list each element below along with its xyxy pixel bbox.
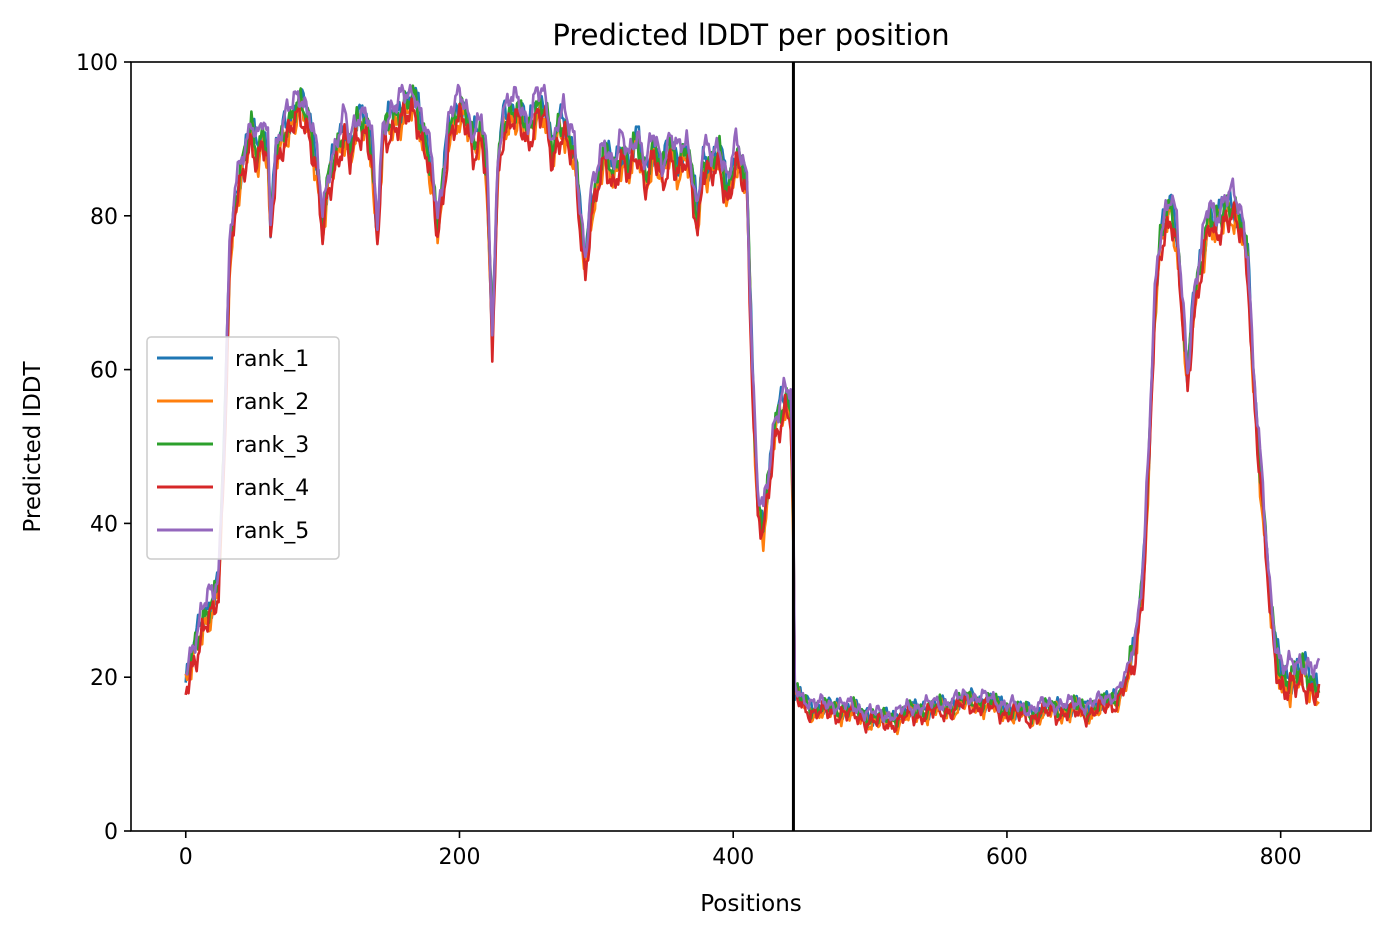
x-tick-label: 400 — [712, 845, 754, 870]
x-axis-label: Positions — [700, 891, 802, 917]
y-tick-label: 100 — [76, 51, 118, 76]
y-axis-ticks: 0 20 40 60 80 100 — [76, 51, 131, 845]
legend-label-rank-3: rank_3 — [235, 433, 309, 458]
legend-label-rank-2: rank_2 — [235, 390, 309, 415]
x-tick-label: 600 — [986, 845, 1028, 870]
legend: rank_1 rank_2 rank_3 rank_4 rank_5 — [146, 336, 340, 560]
x-tick-label: 800 — [1260, 845, 1302, 870]
y-tick-label: 40 — [90, 512, 118, 537]
series-line-rank-5 — [184, 83, 1321, 723]
y-tick-label: 80 — [90, 205, 118, 230]
x-tick-label: 200 — [438, 845, 480, 870]
y-tick-label: 20 — [90, 666, 118, 691]
y-tick-label: 0 — [104, 820, 118, 845]
legend-label-rank-4: rank_4 — [235, 476, 309, 501]
x-tick-label: 0 — [179, 845, 193, 870]
series-layer — [184, 83, 1321, 736]
legend-box — [146, 336, 340, 560]
legend-label-rank-1: rank_1 — [235, 347, 309, 372]
y-tick-label: 60 — [90, 359, 118, 384]
legend-items: rank_1 rank_2 rank_3 rank_4 rank_5 — [157, 347, 309, 544]
plot-frame — [130, 61, 1372, 832]
legend-label-rank-5: rank_5 — [235, 519, 309, 544]
chart-title: Predicted lDDT per position — [552, 18, 949, 52]
x-axis-ticks: 0 200 400 600 800 — [179, 831, 1302, 870]
y-axis-label: Predicted lDDT — [20, 360, 46, 532]
